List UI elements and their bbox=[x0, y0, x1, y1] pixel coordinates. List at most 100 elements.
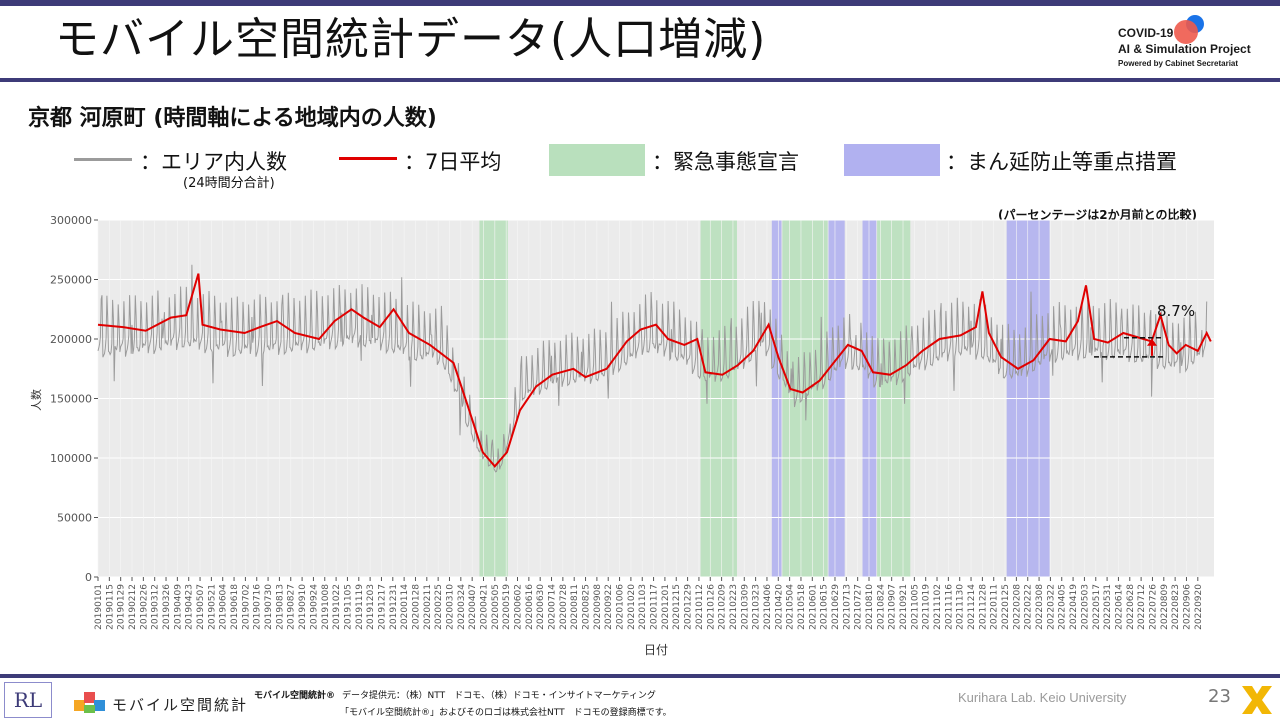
x-tick-label: 20210615 bbox=[820, 584, 830, 630]
x-tick-label: 20220920 bbox=[1194, 584, 1204, 630]
x-tick-label: 20190618 bbox=[230, 584, 240, 630]
x-tick-label: 20190507 bbox=[196, 584, 206, 630]
legend-area-label: ：エリア内人数 bbox=[140, 150, 287, 174]
x-tick-label: 20210921 bbox=[899, 584, 909, 630]
x-tick-label: 20201117 bbox=[650, 584, 660, 630]
x-tick-label: 20190101 bbox=[94, 584, 104, 630]
mobile-stats-brand: モバイル空間統計 bbox=[112, 696, 249, 714]
percent-change-label: 8.7% bbox=[1157, 302, 1196, 320]
x-tick-label: 20210518 bbox=[797, 584, 807, 630]
x-tick-label: 20210323 bbox=[752, 584, 762, 630]
x-tick-label: 20200602 bbox=[514, 584, 524, 630]
cube-logo-icon bbox=[74, 700, 85, 711]
legend-avg-label: ：7日平均 bbox=[404, 150, 502, 174]
x-tick-label: 20190226 bbox=[139, 584, 149, 630]
x-tick-label: 20201201 bbox=[661, 584, 671, 630]
logo-red-dot-icon bbox=[1174, 20, 1198, 44]
x-tick-label: 20211102 bbox=[933, 584, 943, 630]
x-tick-label: 20220111 bbox=[990, 584, 1000, 630]
y-tick-label: 50000 bbox=[57, 512, 92, 525]
cube-logo-part bbox=[84, 705, 95, 713]
x-tick-label: 20191217 bbox=[377, 584, 387, 630]
x-tick-label: 20201103 bbox=[638, 584, 648, 630]
x-tick-label: 20210112 bbox=[695, 584, 705, 630]
x-tick-label: 20220405 bbox=[1058, 584, 1068, 630]
x-tick-label: 20200225 bbox=[434, 584, 444, 630]
x-tick-label: 20200630 bbox=[536, 584, 546, 630]
x-tick-label: 20200211 bbox=[423, 584, 433, 630]
page-title: モバイル空間統計データ(人口増減) bbox=[55, 14, 767, 65]
x-tick-label: 20210601 bbox=[808, 584, 818, 630]
x-tick-label: 20190730 bbox=[264, 584, 274, 630]
x-tick-label: 20220906 bbox=[1182, 584, 1192, 630]
x-tick-label: 20191231 bbox=[389, 584, 399, 630]
legend-gray-swatch bbox=[74, 158, 132, 161]
x-tick-label: 20190129 bbox=[117, 584, 127, 630]
lab-logo-text: RL bbox=[13, 688, 43, 712]
x-tick-label: 20220531 bbox=[1103, 584, 1113, 630]
x-tick-label: 20220222 bbox=[1024, 584, 1034, 630]
x-tick-label: 20210629 bbox=[831, 584, 841, 630]
x-tick-label: 20200728 bbox=[559, 584, 569, 630]
x-tick-label: 20190212 bbox=[128, 584, 138, 630]
x-tick-label: 20190910 bbox=[298, 584, 308, 630]
x-axis-ticks: 20190101 20190115 20190129 20190212 20190226… bbox=[94, 577, 1204, 630]
x-tick-label: 20211228 bbox=[978, 584, 988, 630]
x-tick-label: 20190716 bbox=[253, 584, 263, 630]
x-tick-label: 20190924 bbox=[309, 584, 319, 630]
x-tick-label: 20220712 bbox=[1137, 584, 1147, 630]
increase-arrow-icon bbox=[1147, 338, 1157, 346]
x-tick-label: 20210727 bbox=[854, 584, 864, 630]
x-tick-label: 20210223 bbox=[729, 584, 739, 630]
x-tick-label: 20190604 bbox=[219, 584, 229, 630]
legend-area-note: (24時間分合計) bbox=[183, 176, 275, 191]
x-tick-label: 20220614 bbox=[1114, 584, 1124, 630]
percentage-note: (パーセンテージは2か月前との比較) bbox=[998, 208, 1197, 222]
logo-line-2: AI & Simulation Project bbox=[1118, 42, 1251, 56]
y-tick-label: 250000 bbox=[50, 274, 92, 287]
y-tick-label: 200000 bbox=[50, 333, 92, 346]
x-tick-label: 20211019 bbox=[922, 584, 932, 630]
x-tick-label: 20200324 bbox=[457, 584, 467, 630]
title-divider bbox=[0, 78, 1280, 82]
legend-emergency-label: ：緊急事態宣言 bbox=[652, 150, 799, 174]
x-tick-label: 20200519 bbox=[502, 584, 512, 630]
x-tick-label: 20200310 bbox=[445, 584, 455, 630]
x-tick-label: 20191008 bbox=[321, 584, 331, 630]
grid-lines bbox=[97, 219, 1214, 578]
x-tick-label: 20220419 bbox=[1069, 584, 1079, 630]
comparison-marker bbox=[1094, 337, 1164, 358]
x-tick-label: 20210504 bbox=[786, 584, 796, 630]
x-tick-label: 20220125 bbox=[1001, 584, 1011, 630]
y-axis-label: 人数 bbox=[30, 389, 43, 411]
top-accent-bar bbox=[0, 0, 1280, 6]
footer-trademark: 「モバイル空間統計®」およびそのロゴは株式会社NTT ドコモの登録商標です。 bbox=[340, 708, 672, 718]
x-tick-label: 20220308 bbox=[1035, 584, 1045, 630]
footer-credit: Kurihara Lab. Keio University bbox=[958, 690, 1127, 705]
x-tick-label: 20210309 bbox=[740, 584, 750, 630]
x-tick-label: 20191105 bbox=[343, 584, 353, 630]
x-tick-label: 20201215 bbox=[672, 584, 682, 630]
footer-divider bbox=[0, 674, 1280, 678]
legend-emergency-swatch bbox=[549, 144, 645, 176]
footer-product-mark: モバイル空間統計® bbox=[254, 691, 336, 701]
x-tick-label: 20200407 bbox=[468, 584, 478, 630]
mobile-stats-logo: モバイル空間統計 bbox=[72, 686, 247, 716]
legend-semi-swatch bbox=[844, 144, 940, 176]
x-tick-label: 20220726 bbox=[1148, 584, 1158, 630]
x-tick-label: 20190409 bbox=[173, 584, 183, 630]
logo-line-1: COVID-19 bbox=[1118, 26, 1174, 40]
x-tick-label: 20210907 bbox=[888, 584, 898, 630]
x-tick-label: 20220517 bbox=[1092, 584, 1102, 630]
x-tick-label: 20191022 bbox=[332, 584, 342, 630]
x-tick-label: 20190702 bbox=[241, 584, 251, 630]
x-tick-label: 20200922 bbox=[604, 584, 614, 630]
y-tick-label: 300000 bbox=[50, 214, 92, 227]
x-tick-label: 20220322 bbox=[1046, 584, 1056, 630]
project-logo: COVID-19 AI & Simulation Project Powered… bbox=[1118, 14, 1278, 74]
x-tick-label: 20220823 bbox=[1171, 584, 1181, 630]
x-tick-label: 20210420 bbox=[774, 584, 784, 630]
x-tick-label: 20200128 bbox=[411, 584, 421, 630]
chart-subtitle: 京都 河原町 (時間軸による地域内の人数) bbox=[28, 106, 437, 131]
